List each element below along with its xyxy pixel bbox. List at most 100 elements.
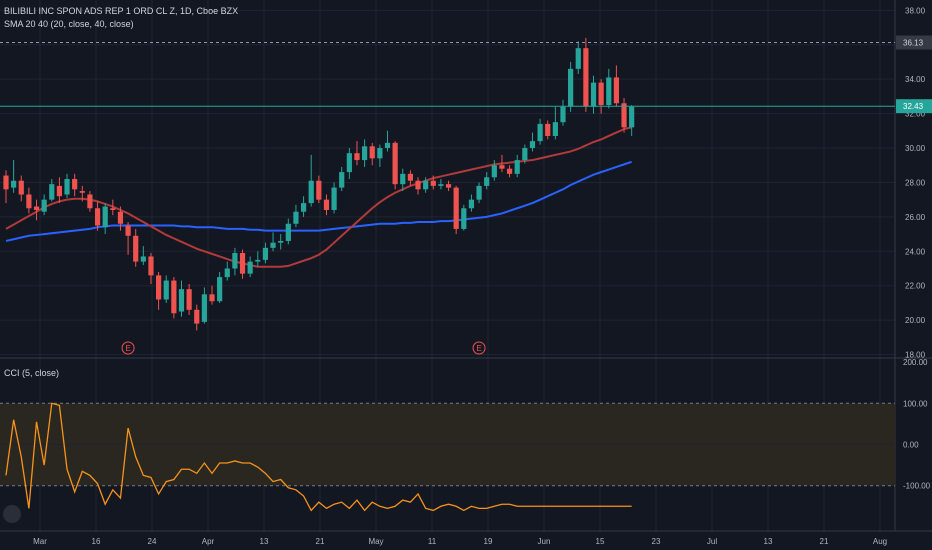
candle bbox=[468, 194, 475, 212]
candle-body bbox=[613, 77, 619, 104]
candle bbox=[621, 98, 627, 133]
high-price-label: 36.13 bbox=[903, 39, 924, 48]
candle-body bbox=[529, 141, 536, 149]
candle-body bbox=[545, 123, 551, 136]
candle bbox=[11, 160, 17, 193]
candle-body bbox=[102, 206, 108, 228]
candle-body bbox=[522, 148, 528, 161]
candle-body bbox=[377, 148, 383, 159]
candle-body bbox=[239, 253, 246, 274]
time-tick-label: Aug bbox=[873, 537, 887, 546]
tradingview-logo-icon[interactable] bbox=[3, 505, 21, 523]
candle-body bbox=[537, 123, 543, 142]
candle bbox=[384, 130, 391, 152]
candle-body bbox=[41, 199, 47, 212]
candle bbox=[499, 154, 505, 173]
candle bbox=[331, 182, 337, 214]
candle bbox=[438, 179, 444, 190]
candle bbox=[110, 199, 116, 216]
candle-body bbox=[201, 294, 207, 322]
candle-body bbox=[33, 206, 40, 210]
candle bbox=[362, 139, 368, 167]
candle-body bbox=[72, 179, 78, 190]
candle bbox=[339, 166, 345, 192]
cci-line bbox=[5, 402, 632, 512]
candle-body bbox=[18, 180, 24, 195]
candle-body bbox=[484, 177, 490, 186]
candle bbox=[629, 104, 635, 136]
candle bbox=[491, 160, 497, 181]
candle bbox=[262, 242, 269, 264]
price-tick-label: 22.00 bbox=[905, 282, 926, 291]
candle bbox=[461, 204, 467, 231]
candle bbox=[598, 79, 604, 114]
candle-body bbox=[346, 153, 352, 173]
candle bbox=[308, 154, 314, 207]
candle bbox=[239, 249, 246, 279]
candle-body bbox=[11, 180, 17, 188]
candle bbox=[300, 196, 307, 217]
cci-tick-label: -100.00 bbox=[903, 482, 931, 491]
price-tick-label: 20.00 bbox=[905, 316, 926, 325]
candle-body bbox=[247, 261, 253, 274]
candle bbox=[522, 144, 528, 164]
candle bbox=[606, 68, 612, 109]
candle-body bbox=[407, 173, 413, 181]
candle-body bbox=[194, 309, 200, 324]
time-tick-label: 16 bbox=[92, 537, 101, 546]
candle-body bbox=[3, 175, 9, 190]
candle-body bbox=[362, 146, 368, 161]
sma20-line bbox=[5, 126, 632, 268]
price-tick-label: 38.00 bbox=[905, 6, 926, 15]
sma40-line bbox=[5, 160, 632, 242]
candle bbox=[545, 120, 551, 140]
candle-body bbox=[140, 256, 146, 262]
candle bbox=[33, 199, 40, 221]
candle-body bbox=[186, 289, 192, 310]
candle-body bbox=[629, 106, 635, 128]
candle-body bbox=[568, 68, 574, 107]
candle bbox=[423, 177, 429, 193]
price-tick-label: 32.00 bbox=[905, 110, 926, 119]
time-tick-label: Jun bbox=[538, 537, 551, 546]
candle bbox=[285, 218, 291, 245]
candle bbox=[415, 177, 421, 195]
candle-body bbox=[590, 82, 597, 107]
candle-body bbox=[171, 280, 177, 314]
candle bbox=[506, 165, 513, 178]
candle-body bbox=[87, 194, 93, 209]
time-tick-label: 23 bbox=[652, 537, 661, 546]
cci-tick-label: 0.00 bbox=[903, 441, 919, 450]
time-tick-label: 11 bbox=[428, 537, 437, 546]
candle bbox=[156, 271, 162, 310]
candle-body bbox=[117, 211, 124, 224]
candle bbox=[529, 132, 536, 152]
time-tick-label: 24 bbox=[148, 537, 157, 546]
candle-body bbox=[461, 208, 467, 229]
candle bbox=[87, 191, 93, 212]
candle-body bbox=[209, 294, 215, 302]
candle-body bbox=[56, 185, 63, 197]
candle-body bbox=[453, 187, 459, 229]
candle-body bbox=[110, 208, 116, 210]
candle bbox=[201, 287, 207, 324]
candle-body bbox=[415, 180, 421, 190]
candle bbox=[346, 148, 352, 179]
candle bbox=[41, 194, 47, 216]
candle-body bbox=[26, 194, 32, 209]
candle-body bbox=[621, 103, 627, 128]
candle-body bbox=[491, 165, 497, 178]
candle-body bbox=[583, 48, 589, 107]
price-tick-label: 26.00 bbox=[905, 213, 926, 222]
candle bbox=[400, 168, 406, 192]
candle-body bbox=[384, 142, 391, 149]
candle-body bbox=[285, 223, 291, 241]
last-price-tag bbox=[896, 99, 932, 114]
candle bbox=[255, 251, 261, 267]
candle bbox=[140, 246, 146, 266]
candle bbox=[3, 170, 9, 204]
time-tick-label: 19 bbox=[484, 537, 493, 546]
candle bbox=[293, 204, 299, 228]
candle-body bbox=[552, 122, 558, 136]
